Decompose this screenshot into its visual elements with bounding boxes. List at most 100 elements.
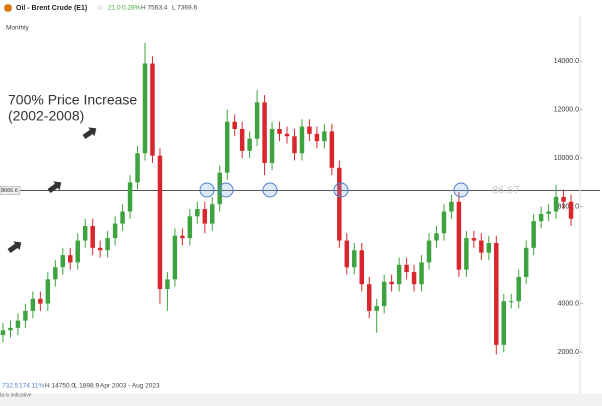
candle-body [82, 226, 88, 241]
candle-body [15, 320, 21, 328]
candle-body [8, 327, 13, 331]
candle-body [105, 238, 110, 251]
low: L 7369.6 [172, 5, 197, 12]
candle-body [165, 279, 170, 290]
y-tick-label: 10000.0 [554, 155, 579, 162]
y-tick-label: 8000.0 [558, 203, 580, 210]
level-label: 8666.6 [1, 188, 18, 194]
candle-body [254, 102, 260, 139]
touch-circle [199, 182, 215, 198]
candle-body [314, 133, 320, 142]
candle-body [508, 301, 514, 303]
candle-body [210, 204, 215, 224]
change-pct: 0.28% [122, 5, 141, 12]
interval[interactable]: Monthly [6, 25, 30, 32]
candle-body [471, 238, 477, 241]
candle-body [202, 209, 208, 224]
candle-body [269, 129, 275, 163]
candle-body [396, 264, 402, 285]
candle-body [232, 121, 237, 130]
candle-body [523, 247, 529, 277]
candle-body [172, 235, 178, 280]
candle-body [38, 298, 43, 304]
candle-body [538, 213, 544, 222]
candle-body [329, 131, 335, 168]
footer-low: L 1898.9 [74, 383, 99, 390]
candle-body [75, 240, 80, 263]
candle-body [299, 126, 305, 154]
candle-body [307, 126, 312, 134]
candle-body [217, 172, 222, 205]
candle-body [359, 250, 364, 285]
y-tick-label: 2000.0 [558, 349, 580, 356]
candle-body [553, 196, 559, 212]
candle-body [90, 226, 95, 248]
candle-body [239, 129, 245, 151]
candle-body [434, 233, 439, 241]
candle-body [112, 223, 118, 239]
candle-body [546, 211, 551, 214]
candle-body [352, 250, 357, 268]
candle-body [150, 63, 155, 156]
touch-circle [262, 182, 278, 198]
candle-body [60, 255, 66, 268]
candle-body [262, 102, 267, 163]
footer-range: Apr 2003 - Aug 2023 [100, 383, 160, 390]
footer-change: 732.5 [2, 383, 19, 390]
touch-circle [453, 182, 469, 198]
candle-body [157, 155, 163, 290]
candle-body [0, 330, 6, 336]
candle-body [292, 136, 297, 154]
candle-body [68, 255, 73, 263]
touch-circle [333, 182, 349, 198]
candle-body [426, 240, 432, 263]
arrow [47, 181, 62, 194]
plot: 2000.04000.08000.010000.012000.014000.02… [0, 42, 600, 405]
annotation: (2002-2008) [8, 108, 84, 124]
candle-body [531, 221, 536, 248]
arrows [7, 127, 97, 254]
candle-body [45, 279, 51, 304]
logo [4, 4, 12, 12]
candle-body [494, 242, 499, 345]
candle-body [501, 301, 507, 345]
candle-body [381, 281, 387, 307]
high: H 7563.4 [141, 5, 168, 12]
candle-body [142, 63, 148, 154]
footer-note: ta is indicative [0, 392, 32, 398]
y-tick-label: 14000.0 [554, 58, 579, 65]
candle-body [135, 153, 140, 183]
y-tick-label: 4000.0 [558, 300, 580, 307]
candle-body [180, 235, 185, 239]
arrow [82, 127, 97, 140]
touch-circle [218, 182, 234, 198]
candle-body [322, 131, 327, 142]
candle-body [344, 240, 350, 268]
level-note: 86.67 [492, 184, 520, 196]
candle-body [419, 262, 424, 285]
candle-body [486, 242, 492, 253]
candle-body [337, 167, 342, 241]
candle-body [479, 240, 484, 253]
candle-body [561, 196, 566, 202]
candle-body [284, 133, 290, 137]
arrow [7, 241, 22, 254]
candle-body [30, 298, 36, 311]
favorite-star[interactable]: ☆ [96, 3, 103, 12]
candle-body [195, 209, 200, 217]
y-tick-label: 12000.0 [554, 106, 579, 113]
candle-body [456, 201, 462, 270]
candle-body [366, 284, 372, 311]
instrument[interactable]: Oil - Brent Crude (E1) [16, 5, 87, 12]
candle-body [411, 272, 417, 285]
annotation: 700% Price Increase [8, 92, 137, 108]
candle-body [23, 310, 28, 321]
footer-high: H 14750.0 [45, 383, 75, 390]
change: 21.0 [108, 5, 121, 12]
candle-body [247, 138, 252, 151]
candle-body [441, 211, 447, 234]
candle-body [464, 238, 469, 270]
candle-body [449, 201, 454, 212]
